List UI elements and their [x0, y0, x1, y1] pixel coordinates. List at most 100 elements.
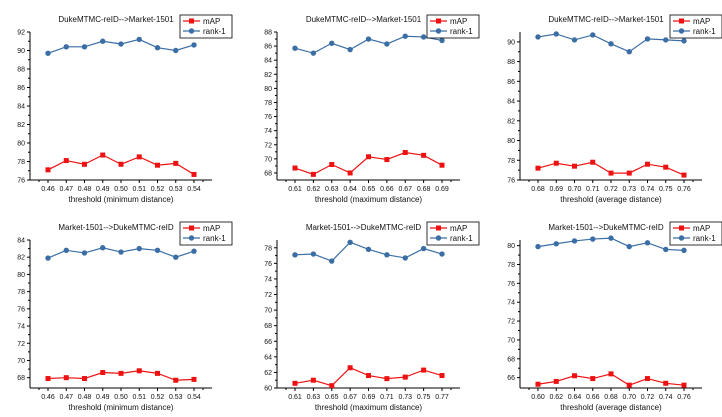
legend-marker-map — [189, 225, 194, 231]
data-point-rank1 — [81, 44, 88, 50]
y-tick-label: 84 — [17, 238, 25, 245]
x-tick-label: 0.64 — [343, 186, 357, 193]
x-tick-label: 0.49 — [96, 186, 110, 193]
data-point-rank1 — [384, 252, 390, 258]
x-tick-label: 0.50 — [114, 186, 128, 193]
data-point-map — [100, 152, 106, 158]
data-point-map — [100, 370, 106, 376]
legend-label: rank-1 — [693, 234, 716, 243]
chart-panel-1: 76 78 80 82 84 86 88 90 92 0.46 0.47 0.48 0.49 0.50 0.… — [17, 14, 233, 204]
legend-label: mAP — [203, 224, 220, 233]
data-point-rank1 — [626, 243, 632, 250]
y-tick-label: 84 — [507, 99, 515, 106]
data-point-map — [402, 374, 408, 380]
data-point-rank1 — [292, 45, 298, 51]
data-point-map — [421, 152, 427, 158]
x-tick-label: 0.53 — [169, 394, 183, 401]
data-point-rank1 — [553, 241, 559, 247]
data-point-rank1 — [535, 34, 541, 40]
data-point-rank1 — [154, 247, 161, 254]
chart-title: Market-1501-->DukeMTMC-reID — [58, 223, 174, 232]
data-point-rank1 — [420, 245, 427, 252]
data-point-rank1 — [63, 247, 69, 254]
y-tick-label: 88 — [17, 67, 25, 74]
y-tick-label: 72 — [264, 292, 272, 299]
chart-panel-5: 60 62 64 66 68 70 72 74 76 78 0.61 0.63 0.65 0.67 0.69… — [264, 221, 480, 412]
x-tick-label: 0.67 — [398, 186, 412, 193]
data-point-map — [45, 167, 51, 173]
x-tick-label: 0.77 — [435, 394, 449, 401]
x-tick-label: 0.65 — [325, 394, 339, 401]
x-tick-label: 0.69 — [435, 186, 449, 193]
x-tick-label: 0.48 — [78, 186, 92, 193]
y-tick-label: 70 — [507, 337, 515, 344]
data-point-rank1 — [118, 249, 124, 255]
data-point-map — [645, 376, 650, 382]
data-point-rank1 — [81, 250, 88, 256]
x-tick-label: 0.48 — [78, 394, 92, 401]
data-point-map — [329, 161, 335, 167]
y-tick-label: 72 — [17, 341, 25, 348]
data-point-map — [136, 154, 142, 160]
data-point-map — [384, 376, 390, 382]
legend-marker-map — [436, 225, 441, 231]
y-tick-label: 86 — [264, 44, 272, 51]
data-point-rank1 — [439, 37, 445, 44]
legend-marker-map — [436, 18, 441, 24]
data-point-map — [681, 172, 687, 178]
data-point-map — [663, 380, 669, 386]
data-point-map — [608, 170, 614, 176]
data-point-rank1 — [402, 33, 408, 39]
x-tick-label: 0.62 — [549, 394, 563, 401]
x-tick-label: 0.69 — [549, 186, 563, 193]
x-tick-label: 0.71 — [380, 394, 394, 401]
data-point-rank1 — [173, 254, 179, 260]
data-point-map — [191, 376, 197, 382]
legend-marker-map — [679, 225, 684, 231]
x-tick-label: 0.73 — [622, 186, 636, 193]
data-point-map — [347, 170, 353, 176]
data-point-rank1 — [590, 236, 596, 242]
x-tick-label: 0.70 — [622, 394, 636, 401]
y-tick-label: 86 — [17, 85, 25, 92]
data-point-rank1 — [45, 50, 51, 56]
y-tick-label: 66 — [264, 339, 272, 346]
x-tick-label: 0.68 — [417, 186, 431, 193]
data-point-rank1 — [292, 252, 298, 258]
y-tick-label: 80 — [264, 86, 272, 93]
y-tick-label: 82 — [264, 72, 272, 79]
y-tick-label: 68 — [264, 170, 272, 177]
data-point-rank1 — [329, 40, 335, 46]
x-tick-label: 0.53 — [169, 186, 183, 193]
data-point-map — [681, 382, 687, 388]
x-tick-label: 0.75 — [417, 394, 431, 401]
data-point-map — [310, 377, 316, 383]
data-point-rank1 — [347, 46, 353, 53]
y-tick-label: 70 — [17, 358, 25, 365]
x-tick-label: 0.65 — [362, 186, 376, 193]
y-tick-label: 88 — [507, 59, 515, 66]
y-tick-label: 70 — [264, 308, 272, 315]
x-tick-label: 0.63 — [325, 186, 339, 193]
data-point-rank1 — [100, 38, 106, 44]
data-point-map — [82, 161, 87, 167]
data-point-rank1 — [553, 31, 559, 37]
x-tick-label: 0.47 — [59, 394, 73, 401]
data-point-rank1 — [571, 37, 578, 43]
chart-title: DukeMTMC-reID-->Market-1501 — [306, 15, 422, 24]
legend-label: mAP — [203, 17, 220, 26]
y-tick-label: 84 — [264, 58, 272, 65]
data-point-map — [347, 365, 353, 371]
y-tick-label: 78 — [17, 289, 25, 296]
x-tick-label: 0.74 — [641, 186, 655, 193]
x-tick-label: 0.62 — [307, 186, 321, 193]
data-point-rank1 — [329, 258, 335, 264]
chart-title: DukeMTMC-reID-->Market-1501 — [58, 15, 174, 24]
legend-label: rank-1 — [203, 234, 226, 243]
data-point-map — [292, 380, 298, 386]
x-tick-label: 0.72 — [604, 186, 618, 193]
data-point-rank1 — [45, 255, 51, 261]
